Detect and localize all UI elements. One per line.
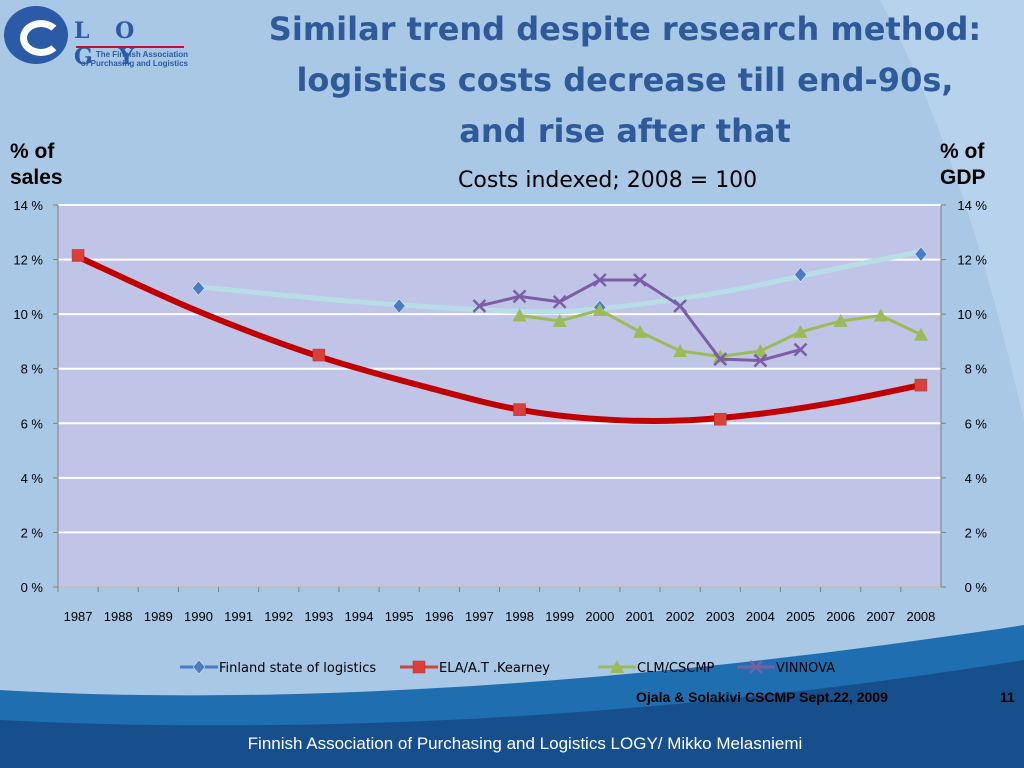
x-tick-label: 1999 [545,609,574,624]
x-tick-label: 1996 [425,609,454,624]
x-tick-label: 1998 [505,609,534,624]
y-tick-label-left: 6 % [21,416,44,431]
data-point-triangle [632,324,647,338]
data-point-x [633,273,647,287]
legend-marker [749,660,763,674]
legend-marker [192,659,206,675]
footer-author: Finnish Association of Purchasing and Lo… [247,734,803,753]
y-tick-label-left: 8 % [21,362,44,377]
x-tick-label: 1988 [104,609,133,624]
logy-logo-divider [76,46,184,48]
data-point-x [673,299,687,313]
legend-marker [610,660,624,673]
legend: Finland state of logistics ELA/A.T .Kearn… [180,659,835,676]
data-point-triangle [873,308,888,322]
x-tick-label: 1987 [64,609,93,624]
x-tick-label: 2006 [826,609,855,624]
logy-logo-subtitle-line2: of Purchasing and Logistics [80,59,188,68]
data-point-triangle [833,313,848,327]
y-tick-label-right: 12 % [957,253,987,268]
axes: 0 % 0 % 2 % 2 % 4 % 4 % 6 % 6 % 8 % 8 % 10 % 10 % 12… [13,198,987,624]
x-tick-label: 2002 [666,609,695,624]
x-tick-label: 1997 [465,609,494,624]
data-point-square [914,378,928,392]
data-point-square [714,412,727,426]
data-point-triangle [592,303,607,317]
slide-title-line1: Similar trend despite research method: [268,10,982,48]
logy-logo-subtitle-line1: The Finnish Association [95,50,188,59]
logy-logo: L O G Y The Finnish Association of Purch… [4,6,188,70]
chart-subtitle: Costs indexed; 2008 = 100 [458,168,758,193]
legend-label: Finland state of logistics [219,661,376,676]
legend-label: ELA/A.T .Kearney [439,661,550,676]
data-point-triangle [673,343,688,357]
data-point-square [513,403,526,416]
slide-title-line2: logistics costs decrease till end-90s, [296,61,954,99]
x-tick-label: 2003 [706,609,735,624]
y-tick-label-right: 0 % [965,580,988,595]
data-point-x [713,352,728,367]
right-axis-label: % of GDP [940,140,986,189]
x-tick-label: 1991 [224,609,253,624]
left-axis-label: % of sales [10,140,63,189]
data-point-x [552,294,567,309]
legend-marker [412,660,426,674]
y-tick-label-right: 8 % [965,362,988,377]
y-tick-label-left: 12 % [13,253,43,268]
y-tick-label-left: 14 % [13,198,43,213]
y-tick-label-right: 4 % [965,471,988,486]
plot-area [58,205,941,587]
data-point-diamond [794,267,807,282]
y-tick-label-left: 2 % [21,525,44,540]
x-tick-label: 1989 [144,609,173,624]
y-tick-label-right: 2 % [965,525,988,540]
x-tick-label: 1992 [264,609,293,624]
data-point-square [312,348,326,362]
y-tick-label-right: 6 % [965,416,988,431]
x-tick-label: 2007 [866,609,895,624]
x-tick-label: 1993 [304,609,333,624]
y-tick-label-left: 0 % [21,580,44,595]
y-tick-label-right: 10 % [957,307,987,322]
x-tick-label: 2008 [906,609,935,624]
x-tick-label: 2004 [746,609,775,624]
x-tick-label: 2005 [786,609,815,624]
slide-title-line3: and rise after that [459,112,791,150]
data-point-triangle [913,327,928,341]
logy-logo-subtitle: The Finnish Association of Purchasing an… [70,50,188,68]
data-point-x [472,299,487,313]
slide-number: 11 [1000,689,1015,705]
data-point-x [793,342,808,357]
data-point-x [753,353,768,368]
logy-logo-word: L O G Y [74,18,144,70]
y-tick-label-left: 4 % [21,471,44,486]
x-tick-label: 2000 [585,609,614,624]
y-tick-label-left: 10 % [13,307,43,322]
data-point-diamond [392,298,406,314]
data-series [71,246,928,426]
data-point-triangle [753,343,768,357]
data-point-triangle [512,308,527,322]
slide-title: Similar trend despite research method: l… [240,4,1010,157]
x-tick-label: 2001 [626,609,655,624]
data-point-x [592,273,607,287]
data-point-square [71,249,85,262]
y-tick-label-right: 14 % [957,198,987,213]
footer-source: Ojala & Solakivi CSCMP Sept.22, 2009 [636,689,888,705]
x-tick-label: 1995 [385,609,414,624]
legend-label: CLM/CSCMP [637,661,715,676]
data-point-triangle [552,313,567,327]
data-point-x [512,289,527,304]
data-point-diamond [192,280,205,296]
legend-label: VINNOVA [776,661,835,676]
data-point-diamond [914,246,928,262]
logy-logo-emblem [4,6,68,64]
x-tick-label: 1990 [184,609,213,624]
x-tick-label: 1994 [345,609,374,624]
data-point-triangle [793,324,808,338]
